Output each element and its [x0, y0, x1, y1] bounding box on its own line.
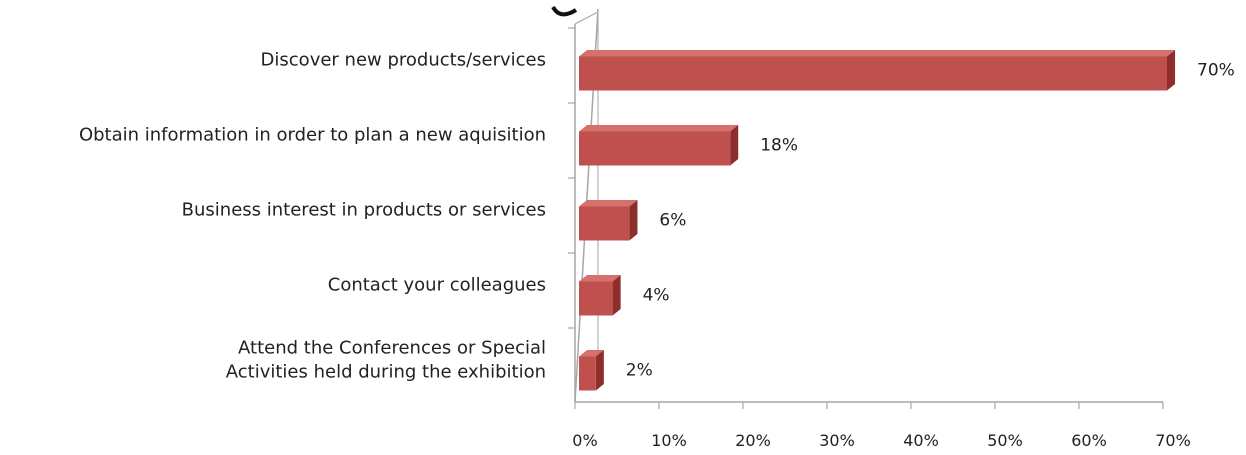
- bar-side-face: [1167, 50, 1176, 91]
- category-label: Discover new products/services: [261, 50, 546, 71]
- x-tick-label: 50%: [987, 431, 1023, 450]
- x-tick-label: 0%: [572, 431, 597, 450]
- bar-group: [579, 125, 739, 166]
- x-tick-label: 30%: [819, 431, 855, 450]
- labels-layer: 0% 10% 20% 30% 40% 50% 60% 70% 70% Discover new p…: [79, 50, 1235, 451]
- x-tick-label: 10%: [651, 431, 687, 450]
- category-label: Obtain information in order to plan a ne…: [79, 125, 546, 146]
- x-tick-label: 40%: [903, 431, 939, 450]
- bar-top-face: [579, 200, 638, 207]
- bar-group: [579, 275, 621, 316]
- bar: [579, 356, 596, 391]
- bar-top-face: [579, 275, 621, 282]
- bar-group: [579, 200, 638, 241]
- x-tick-label: 60%: [1071, 431, 1107, 450]
- category-label: Contact your colleagues: [328, 275, 546, 296]
- category-label: Attend the Conferences or Special: [238, 338, 546, 359]
- data-label: 2%: [626, 361, 653, 381]
- category-label: Business interest in products or service…: [182, 200, 546, 221]
- bar-top-face: [579, 125, 739, 132]
- data-label: 6%: [659, 211, 686, 231]
- x-tick-label: 70%: [1155, 431, 1191, 450]
- x-tick-label: 20%: [735, 431, 771, 450]
- bar-top-face: [579, 50, 1176, 57]
- bars-layer: [579, 50, 1176, 391]
- bar-group: [579, 350, 604, 391]
- bar-side-face: [629, 200, 638, 241]
- bar-top-face: [579, 350, 604, 357]
- data-label: 70%: [1197, 61, 1235, 81]
- bar-side-face: [595, 350, 604, 391]
- data-label: 18%: [760, 136, 798, 156]
- top-depth-line: [574, 11, 599, 25]
- bar-group: [579, 50, 1176, 91]
- bar: [579, 206, 630, 241]
- bar: [579, 281, 613, 316]
- category-label: Activities held during the exhibition: [226, 362, 546, 383]
- bar-side-face: [730, 125, 739, 166]
- bar: [579, 131, 731, 166]
- bar: [579, 56, 1167, 91]
- bar-side-face: [612, 275, 621, 316]
- data-label: 4%: [643, 286, 670, 306]
- title-fragment: [551, 5, 578, 17]
